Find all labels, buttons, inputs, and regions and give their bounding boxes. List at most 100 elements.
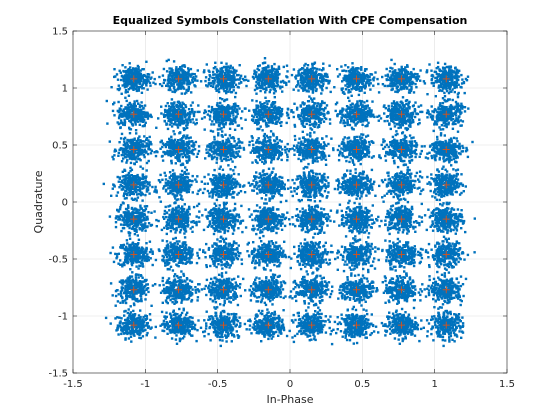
- symbol-point: [182, 328, 186, 331]
- symbol-point: [183, 128, 186, 132]
- symbol-point: [185, 175, 189, 179]
- symbol-point: [126, 284, 130, 287]
- symbol-point: [193, 73, 196, 76]
- symbol-point: [111, 246, 115, 249]
- symbol-point: [141, 280, 145, 283]
- symbol-point: [181, 109, 184, 112]
- symbol-point: [135, 82, 138, 85]
- symbol-point: [136, 289, 140, 292]
- symbol-point: [125, 323, 129, 327]
- symbol-point: [166, 255, 169, 259]
- symbol-point: [216, 238, 219, 241]
- symbol-point: [132, 74, 135, 77]
- symbol-point: [175, 194, 179, 197]
- symbol-point: [186, 208, 189, 212]
- symbol-point: [121, 265, 124, 268]
- symbol-point: [137, 273, 140, 276]
- symbol-point: [123, 221, 126, 224]
- symbol-point: [112, 158, 115, 161]
- symbol-point: [148, 81, 152, 85]
- symbol-point: [178, 231, 182, 234]
- symbol-point: [197, 283, 200, 286]
- symbol-point: [185, 298, 188, 301]
- symbol-point: [143, 115, 146, 118]
- symbol-point: [123, 70, 126, 73]
- symbol-point: [180, 328, 183, 332]
- symbol-point: [115, 194, 118, 197]
- symbol-point: [141, 214, 144, 217]
- symbol-point: [221, 267, 224, 270]
- symbol-point: [179, 318, 183, 321]
- symbol-point: [111, 109, 115, 113]
- symbol-point: [194, 291, 198, 294]
- symbol-point: [124, 71, 128, 74]
- symbol-point: [182, 272, 185, 276]
- symbol-point: [125, 321, 128, 324]
- symbol-point: [227, 332, 230, 336]
- symbol-point: [198, 220, 201, 223]
- symbol-point: [231, 232, 235, 235]
- symbol-point: [138, 104, 142, 107]
- symbol-point: [163, 171, 166, 175]
- symbol-point: [195, 75, 198, 78]
- symbol-point: [129, 222, 132, 226]
- symbol-point: [125, 75, 128, 78]
- symbol-point: [163, 315, 167, 318]
- symbol-point: [214, 247, 218, 250]
- symbol-point: [145, 190, 149, 193]
- symbol-point: [137, 137, 140, 140]
- symbol-point: [121, 299, 124, 303]
- symbol-point: [173, 297, 176, 300]
- symbol-point: [121, 84, 124, 87]
- symbol-point: [117, 252, 120, 255]
- symbol-point: [137, 181, 140, 184]
- symbol-point: [223, 301, 226, 305]
- symbol-point: [182, 219, 185, 223]
- symbol-point: [129, 87, 133, 90]
- symbol-point: [170, 67, 173, 70]
- symbol-point: [119, 223, 123, 226]
- symbol-point: [196, 175, 199, 178]
- symbol-point: [171, 297, 174, 300]
- symbol-point: [236, 320, 240, 323]
- symbol-point: [129, 66, 132, 69]
- symbol-point: [135, 132, 138, 135]
- symbol-point: [172, 228, 176, 231]
- symbol-point: [161, 178, 164, 181]
- symbol-point: [125, 106, 129, 109]
- symbol-point: [135, 330, 138, 333]
- symbol-point: [209, 322, 213, 326]
- symbol-point: [167, 258, 170, 261]
- symbol-point: [172, 313, 176, 317]
- symbol-point: [139, 336, 143, 340]
- symbol-point: [130, 174, 133, 177]
- symbol-point: [125, 331, 128, 334]
- symbol-point: [117, 122, 121, 126]
- symbol-point: [138, 209, 141, 212]
- symbol-point: [178, 240, 181, 243]
- symbol-point: [242, 277, 245, 281]
- symbol-point: [153, 151, 156, 154]
- symbol-point: [121, 283, 124, 286]
- symbol-point: [180, 301, 183, 304]
- symbol-point: [177, 204, 180, 208]
- symbol-point: [113, 68, 116, 71]
- symbol-point: [162, 249, 166, 252]
- symbol-point: [138, 123, 141, 126]
- symbol-point: [141, 112, 144, 115]
- symbol-point: [169, 180, 173, 184]
- symbol-point: [130, 282, 133, 285]
- symbol-point: [195, 180, 198, 183]
- symbol-point: [136, 112, 140, 115]
- symbol-point: [121, 175, 124, 178]
- symbol-point: [165, 240, 169, 243]
- symbol-point: [168, 118, 171, 121]
- symbol-point: [195, 223, 198, 227]
- symbol-point: [130, 192, 134, 195]
- symbol-point: [119, 71, 122, 74]
- symbol-point: [122, 281, 125, 284]
- symbol-point: [128, 237, 132, 240]
- symbol-point: [180, 181, 183, 184]
- symbol-point: [133, 325, 136, 328]
- symbol-point: [184, 284, 187, 288]
